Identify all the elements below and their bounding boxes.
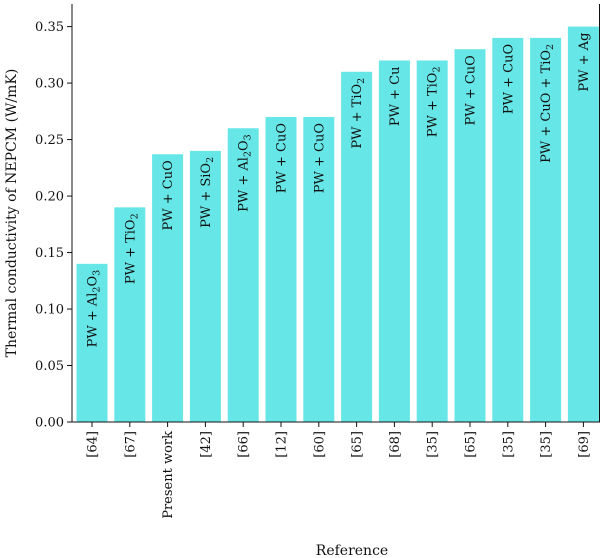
bar: [189, 150, 221, 422]
x-tick-label: [60]: [312, 431, 327, 458]
bar-label: PW + SiO2: [199, 157, 216, 228]
y-tick-label: 0.15: [35, 246, 64, 261]
bar-label-text: PW + Al: [237, 157, 252, 212]
bar-label: PW + CuO: [312, 123, 327, 193]
bar-label: PW + Cu: [388, 66, 403, 126]
bar-label: PW + Al2O3: [86, 270, 103, 348]
bar-label-text: PW + TiO: [123, 219, 138, 284]
bar-label: PW + TiO2: [350, 78, 367, 149]
x-tick-label: [67]: [123, 431, 138, 458]
bar-labels-group: PW + Al2O3 PW + TiO2 PW + CuO PW + SiO2 PW +…: [86, 33, 592, 348]
bar: [341, 71, 373, 422]
bar-label-text: PW + Ag: [577, 33, 592, 92]
bar: [378, 60, 410, 423]
x-tick-label: [64]: [86, 431, 101, 458]
x-axis-title: Reference: [316, 543, 388, 558]
bar: [530, 37, 562, 422]
bar-label-subscript: 2: [545, 44, 556, 50]
bar-label-text: PW + Al: [86, 293, 101, 348]
y-tick-label: 0.35: [35, 20, 64, 35]
bar: [265, 116, 297, 423]
bar: [114, 207, 146, 422]
bar-label-text: PW + CuO: [161, 160, 176, 230]
bar: [567, 26, 599, 422]
x-tick-label: [69]: [577, 431, 592, 458]
bar-label-subscript: 2: [356, 78, 367, 84]
x-tick-label: Present work: [161, 431, 176, 519]
bars-group: [76, 26, 599, 423]
bar-label-text: PW + CuO: [312, 123, 327, 193]
x-tick-label: [66]: [237, 431, 252, 458]
x-tick-label: [12]: [275, 431, 290, 458]
bar-label: PW + Al2O3: [237, 134, 254, 212]
bar-label-text: PW + CuO: [275, 123, 290, 193]
x-tick-label: [68]: [388, 431, 403, 458]
bar: [303, 116, 335, 423]
bar-label-text: PW + CuO: [464, 55, 479, 125]
bar-label: PW + CuO + TiO2: [539, 44, 556, 163]
y-tick-label: 0.05: [35, 359, 64, 374]
bar-label-text: PW + CuO: [501, 44, 516, 114]
bar: [454, 49, 486, 423]
bar: [416, 60, 448, 423]
y-tick-label: 0.00: [35, 416, 64, 431]
bar-label: PW + CuO: [161, 160, 176, 230]
bar-label-text: PW + TiO: [426, 73, 441, 138]
bar-label-subscript: 2: [243, 151, 254, 157]
bar-label-text: PW + TiO: [350, 84, 365, 149]
x-tick-label: [42]: [199, 431, 214, 458]
bar-label: PW + CuO: [275, 123, 290, 193]
x-axis-ticks: [64] [67] Present work [42] [66] [12] [60] [65]…: [86, 422, 592, 519]
bar-label-subscript: 3: [92, 270, 103, 276]
y-axis-ticks: 0.00 0.05 0.10 0.15 0.20 0.25 0.30 0.35: [35, 20, 72, 431]
x-tick-label: [65]: [350, 431, 365, 458]
x-tick-label: [35]: [539, 431, 554, 458]
bar-label-text: PW + SiO: [199, 163, 214, 228]
bar-label: PW + TiO2: [426, 66, 443, 137]
bar-label-text: PW + CuO + TiO: [539, 50, 554, 163]
bar-label: PW + CuO: [464, 55, 479, 125]
x-tick-label: [65]: [464, 431, 479, 458]
bar-label: PW + TiO2: [123, 213, 140, 284]
bar-label-subscript: 2: [129, 213, 140, 219]
y-axis-title: Thermal conductivity of NEPCM (W/mK): [4, 69, 20, 358]
bar: [152, 154, 184, 422]
y-tick-label: 0.30: [35, 77, 64, 92]
y-tick-label: 0.25: [35, 133, 64, 148]
y-tick-label: 0.10: [35, 303, 64, 318]
bar-label: PW + CuO: [501, 44, 516, 114]
bar-label-text: PW + Cu: [388, 66, 403, 126]
bar-label-subscript: 2: [205, 157, 216, 163]
bar-label-subscript: 3: [243, 134, 254, 140]
bar-label-subscript: 2: [432, 66, 443, 72]
bar-label: PW + Ag: [577, 33, 592, 92]
bar-label-text-tail: O: [237, 140, 252, 151]
bar-label-subscript: 2: [92, 287, 103, 293]
x-tick-label: [35]: [426, 431, 441, 458]
x-tick-label: [35]: [501, 431, 516, 458]
bar: [76, 263, 108, 422]
bar-label-text-tail: O: [86, 276, 101, 287]
y-tick-label: 0.20: [35, 190, 64, 205]
bar: [227, 128, 259, 422]
bar: [492, 37, 524, 422]
